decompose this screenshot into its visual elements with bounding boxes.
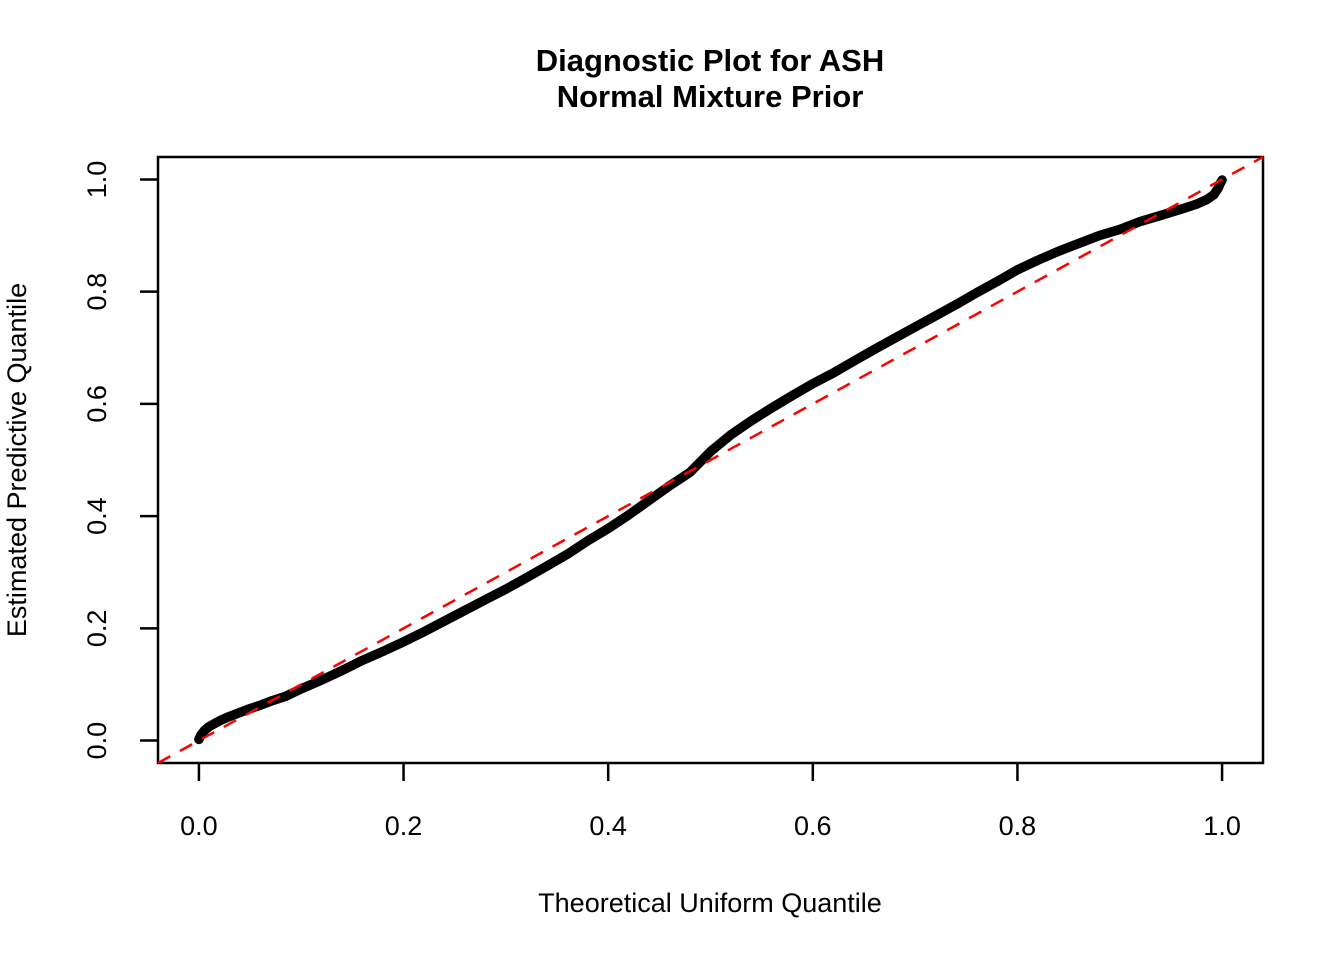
x-tick-label: 0.4	[589, 811, 627, 841]
reference-diagonal-line	[157, 155, 1264, 765]
y-tick-label: 0.2	[82, 610, 112, 648]
plot-title-line1: Diagnostic Plot for ASH	[536, 43, 884, 78]
y-tick-label: 0.4	[82, 497, 112, 535]
x-tick-label: 1.0	[1203, 811, 1241, 841]
x-tick-label: 0.0	[180, 811, 218, 841]
y-tick-label: 0.8	[82, 273, 112, 311]
y-axis-label: Estimated Predictive Quantile	[2, 283, 32, 637]
plot-border-box	[156, 155, 1265, 765]
x-tick-label: 0.6	[794, 811, 832, 841]
data-series	[157, 155, 1264, 765]
axis-ticks	[140, 178, 1224, 781]
y-tick-label: 1.0	[82, 161, 112, 199]
axis-tick-labels: 0.0 0.2 0.4 0.6 0.8 1.0 0.0 0.2 0.4 0.6 0.8 1.0	[82, 161, 1241, 841]
y-tick-label: 0.0	[82, 722, 112, 760]
x-tick-label: 0.8	[999, 811, 1037, 841]
plot-title-line2: Normal Mixture Prior	[557, 79, 864, 114]
y-tick-label: 0.6	[82, 385, 112, 423]
x-tick-label: 0.2	[385, 811, 423, 841]
x-axis-label: Theoretical Uniform Quantile	[538, 888, 882, 918]
